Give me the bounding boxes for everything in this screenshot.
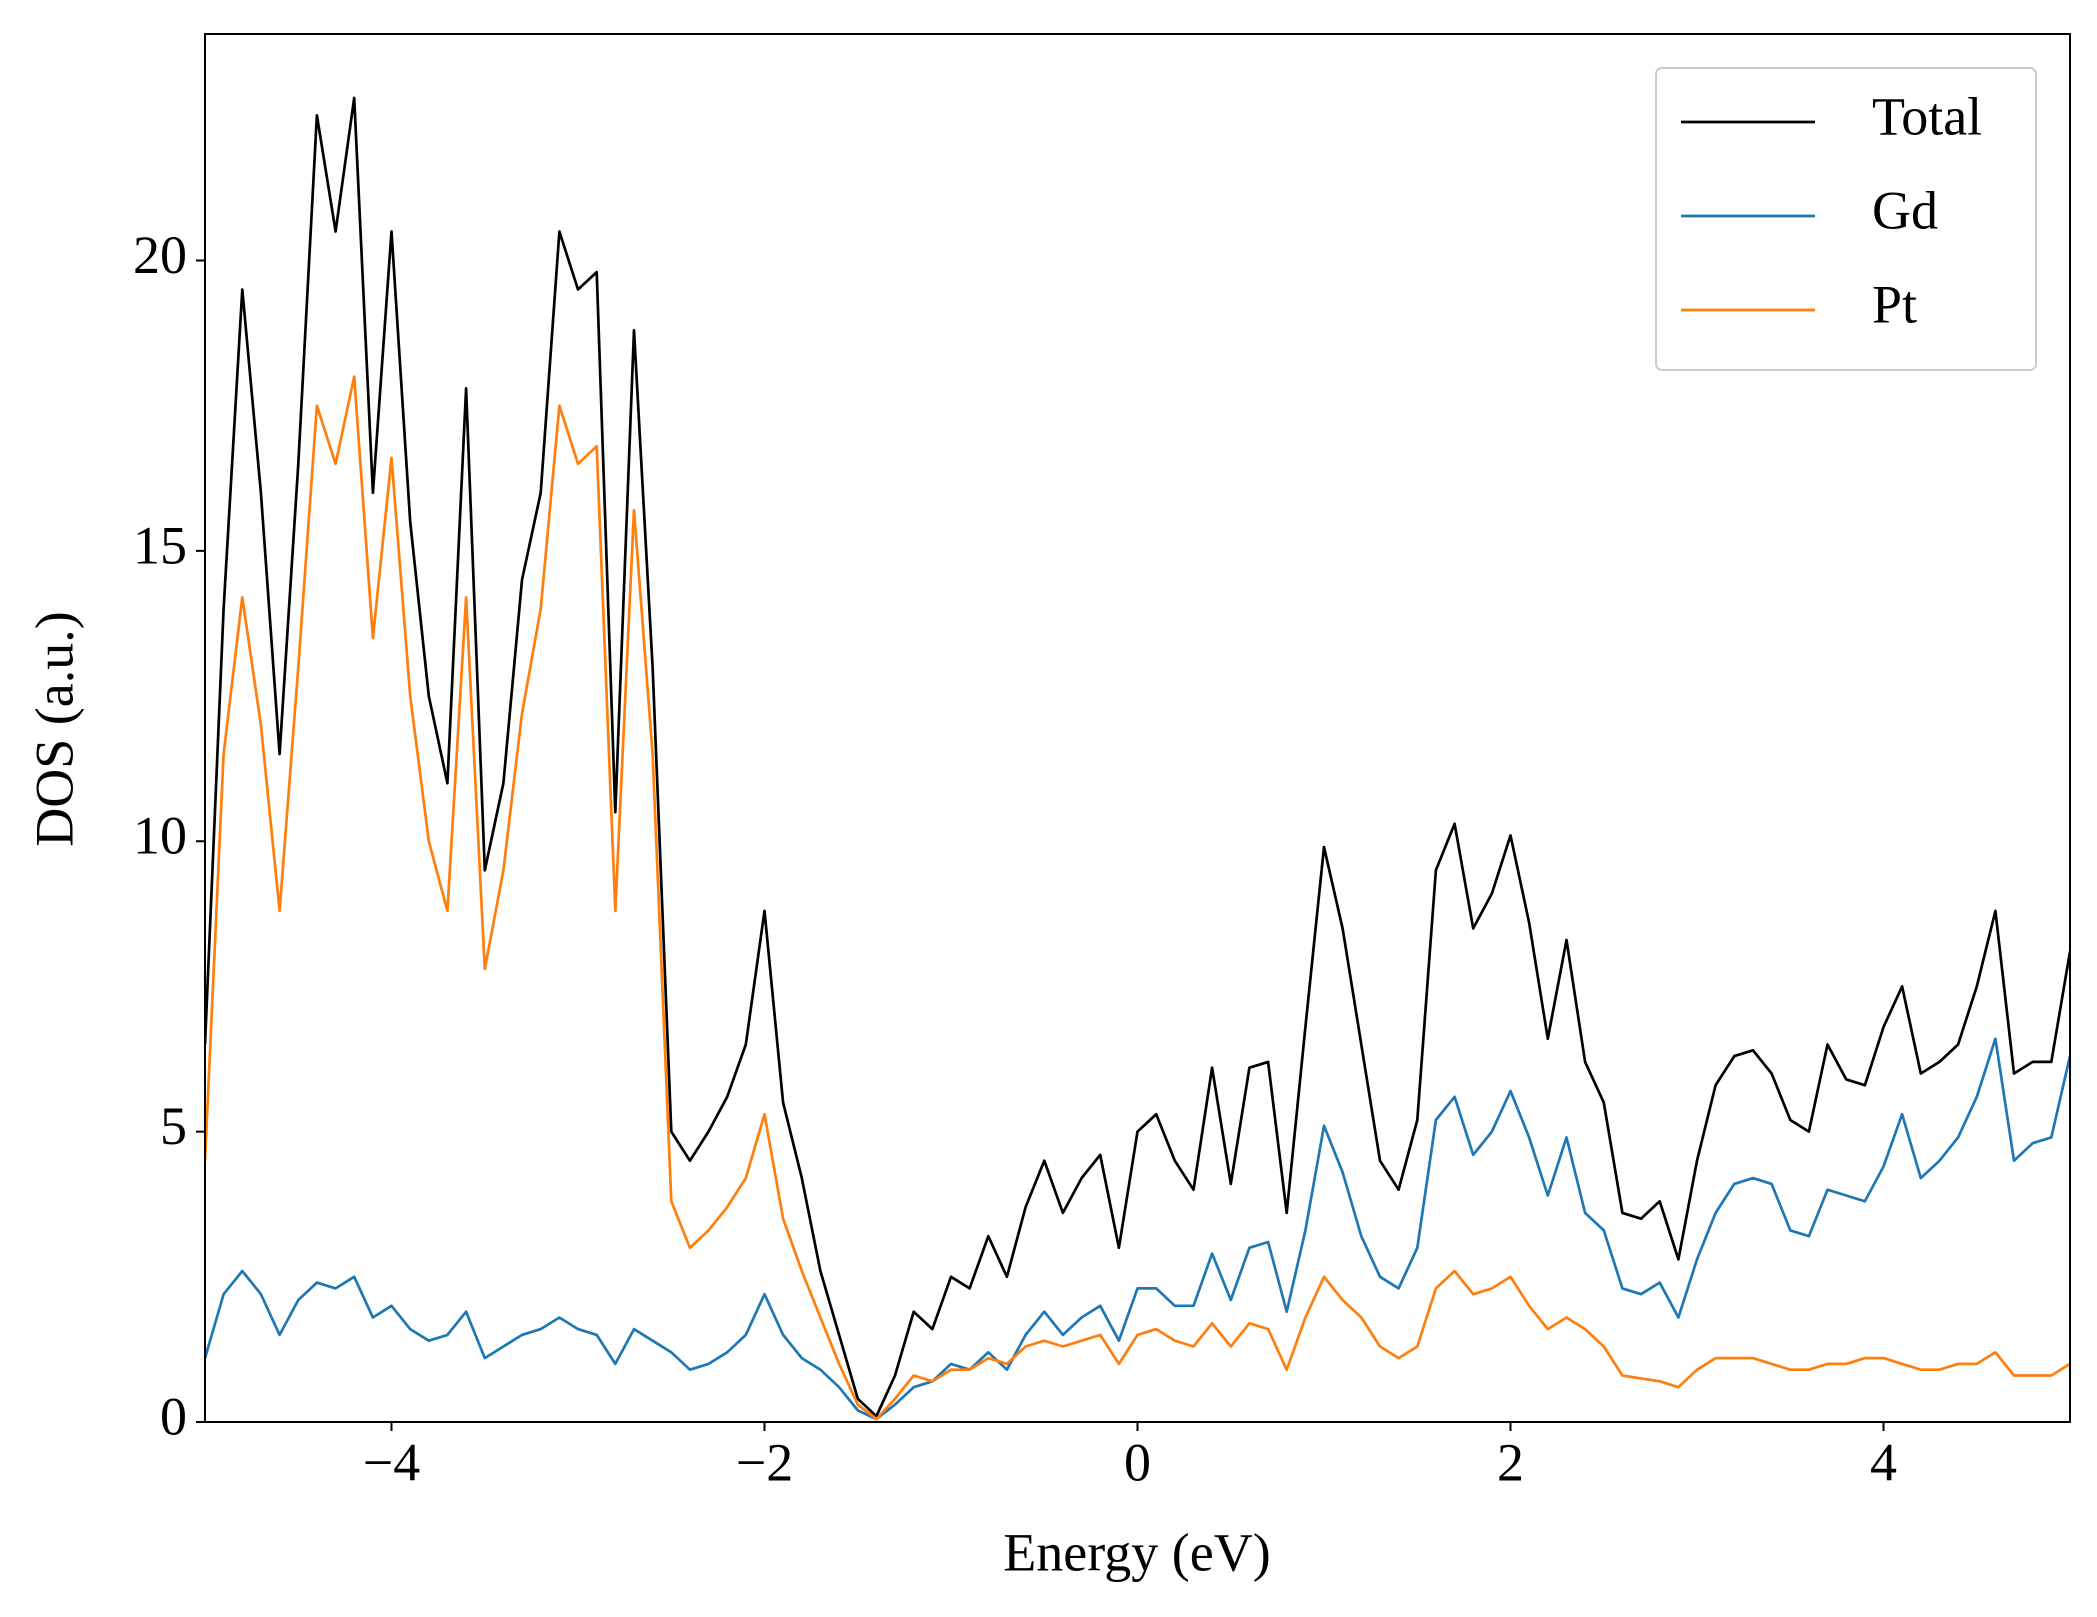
legend-label: Total: [1872, 86, 1982, 146]
x-tick-label: −4: [363, 1432, 420, 1492]
series-line: [205, 1037, 2070, 1421]
y-tick-label: 15: [133, 515, 187, 575]
y-tick-label: 5: [160, 1096, 187, 1156]
legend-label: Gd: [1872, 180, 1938, 240]
y-tick-label: 10: [133, 806, 187, 866]
x-tick-label: −2: [736, 1432, 793, 1492]
y-tick-label: 0: [160, 1386, 187, 1446]
x-axis-label: Energy (eV): [1003, 1522, 1270, 1582]
legend-box: [1655, 67, 2037, 371]
x-tick-label: 0: [1124, 1432, 1151, 1492]
series-line: [205, 375, 2070, 1421]
x-tick-label: 2: [1497, 1432, 1524, 1492]
y-tick-label: 20: [133, 225, 187, 285]
legend-label: Pt: [1872, 274, 1917, 334]
y-axis-label: DOS (a.u.): [24, 611, 84, 846]
series-line: [205, 96, 2070, 1418]
x-tick-label: 4: [1870, 1432, 1897, 1492]
